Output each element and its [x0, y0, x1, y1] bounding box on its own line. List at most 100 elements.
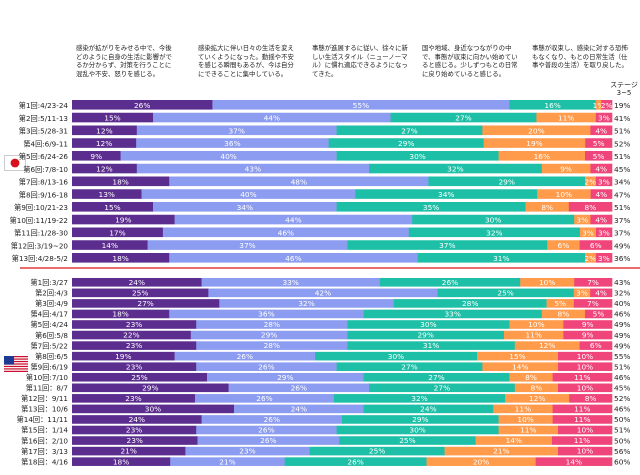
- bar-segment-stage-1: [72, 176, 170, 187]
- stage-3-5-total-label: 45%: [614, 165, 630, 174]
- bar-segment-stage-2: [196, 341, 348, 350]
- bar-value-label: 26%: [258, 362, 274, 371]
- bar-value-label: 30%: [409, 152, 425, 161]
- bar-value-label: 36%: [258, 310, 274, 319]
- bar-segment-stage-1: [72, 278, 202, 287]
- bar-value-label: 19%: [115, 216, 131, 225]
- bar-value-label: 15%: [104, 114, 120, 123]
- bar-segment-stage-3: [336, 151, 499, 161]
- bar-value-label: 2%: [585, 254, 597, 263]
- bar-segment-stage-5: [579, 341, 613, 350]
- bar-value-label: 12%: [96, 165, 112, 174]
- row-label: 第1回:4/23-24: [19, 101, 69, 110]
- bar-value-label: 26%: [256, 394, 272, 403]
- bar-segment-stage-1: [72, 309, 170, 319]
- bar-segment-stage-2: [162, 227, 410, 238]
- bar-segment-stage-5: [558, 362, 613, 371]
- bar-segment-stage-3: [347, 341, 516, 350]
- bar-segment-stage-5: [590, 288, 613, 298]
- bar-segment-stage-1: [72, 288, 209, 298]
- stage-5-title: ステージ５: [551, 4, 605, 16]
- stage-3-5-total-label: 41%: [614, 114, 630, 123]
- bar-segment-stage-3: [412, 214, 575, 225]
- bar-value-label: 42%: [315, 288, 331, 297]
- bar-value-label: 3%: [582, 228, 594, 237]
- row-label: 第3回:5/28-31: [19, 127, 68, 136]
- bar-segment-stage-2: [201, 278, 381, 287]
- bar-segment-stage-4: [477, 351, 559, 361]
- bar-value-label: 8%: [531, 383, 543, 392]
- stage-header-4: ステージ４ 収束の兆し: [416, 0, 518, 41]
- bar-segment-stage-1: [72, 446, 186, 456]
- bar-value-label: 40%: [220, 152, 236, 161]
- bar-segment-stage-2: [153, 202, 337, 212]
- bar-value-label: 11%: [515, 405, 531, 414]
- bar-segment-stage-1: [72, 404, 235, 414]
- bar-value-label: 23%: [127, 436, 143, 445]
- bar-segment-stage-4: [537, 189, 591, 199]
- bar-segment-stage-1: [72, 163, 138, 174]
- row-label: 第13回：10/6: [21, 405, 68, 414]
- bar-segment-stage-5: [595, 227, 613, 238]
- bar-value-label: 4%: [595, 216, 607, 225]
- stage-3-5-total-label: 45%: [614, 384, 630, 393]
- bar-segment-stage-2: [169, 309, 364, 319]
- bar-value-label: 30%: [409, 426, 425, 435]
- bar-segment-stage-5: [558, 351, 613, 361]
- bar-segment-stage-3: [437, 288, 575, 298]
- bar-value-label: 25%: [399, 436, 415, 445]
- bar-value-label: 23%: [126, 341, 142, 350]
- bar-segment-stage-3: [390, 112, 537, 123]
- bar-segment-stage-3: [417, 253, 586, 263]
- bar-value-label: 32%: [411, 394, 427, 403]
- bar-segment-stage-2: [170, 457, 286, 466]
- bar-value-label: 12%: [96, 139, 112, 148]
- bar-value-label: 6%: [590, 341, 602, 350]
- bar-segment-stage-3: [342, 415, 499, 424]
- bar-value-label: 12%: [539, 341, 555, 350]
- bar-segment-stage-5: [601, 100, 613, 110]
- stage-3-5-total-label: 46%: [614, 310, 630, 319]
- bar-value-label: 23%: [126, 320, 142, 329]
- bar-value-label: 24%: [420, 405, 436, 414]
- stage-3-5-total-label: 51%: [614, 152, 630, 161]
- bar-segment-stage-1: [72, 189, 142, 199]
- bar-segment-stage-4: [493, 404, 553, 414]
- bar-segment-stage-2: [207, 372, 364, 382]
- bar-value-label: 24%: [129, 415, 145, 424]
- stage-3-description: 事態が進展するに従い、徐々に新しい生活スタイル（ニューノーマル）に慣れ適応できる…: [312, 44, 408, 78]
- stage-3-5-total-label: 40%: [614, 299, 630, 308]
- stage-4-subtitle: 収束の兆し: [440, 18, 494, 30]
- bar-segment-stage-1: [72, 457, 171, 466]
- bar-segment-stage-4: [483, 138, 586, 148]
- stage-3-5-total-label: 50%: [614, 436, 630, 445]
- bar-segment-stage-4: [585, 176, 597, 187]
- bar-value-label: 26%: [291, 383, 307, 392]
- bar-segment-stage-2: [201, 415, 343, 424]
- bar-value-label: 23%: [126, 362, 142, 371]
- bar-segment-stage-1: [72, 425, 197, 435]
- bar-value-label: 44%: [264, 114, 280, 123]
- bar-value-label: 29%: [261, 331, 277, 340]
- bar-segment-stage-4: [514, 383, 559, 393]
- bar-value-label: 30%: [420, 320, 436, 329]
- stage-3-5-total-label: 51%: [614, 203, 630, 212]
- row-label: 第4回:4/17: [30, 310, 68, 319]
- bar-value-label: 14%: [566, 457, 582, 466]
- bar-value-label: 32%: [447, 165, 463, 174]
- bar-value-label: 28%: [264, 320, 280, 329]
- bar-value-label: 46%: [285, 254, 301, 263]
- bar-segment-stage-5: [552, 415, 613, 424]
- bar-value-label: 3%: [598, 114, 610, 123]
- stage-3-5-total-label: 56%: [614, 447, 630, 456]
- row-label: 第17回：3/13: [21, 447, 68, 456]
- bar-segment-stage-1: [72, 415, 202, 424]
- bar-value-label: 9%: [560, 165, 572, 174]
- bar-value-label: 30%: [485, 216, 501, 225]
- bar-value-label: 7%: [587, 278, 599, 287]
- stage-3-5-total-label: 49%: [614, 241, 630, 250]
- bar-value-label: 8%: [525, 373, 537, 382]
- bar-value-label: 10%: [539, 278, 555, 287]
- bar-segment-stage-5: [558, 383, 613, 393]
